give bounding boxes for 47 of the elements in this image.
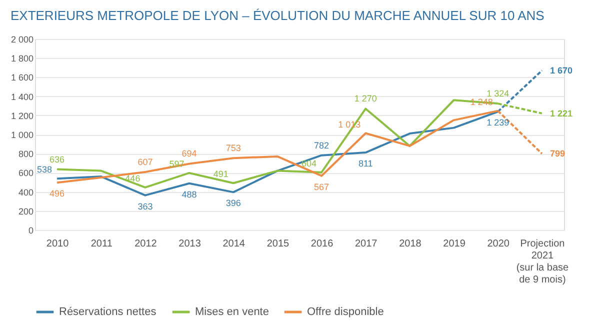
x-tick-label: 2017 bbox=[355, 238, 378, 250]
x-tick-label: 2014 bbox=[222, 238, 246, 250]
y-tick-label: 2 000 bbox=[10, 34, 34, 44]
y-tick-label: 0 bbox=[28, 226, 34, 236]
data-label: 396 bbox=[226, 198, 241, 208]
data-label: 753 bbox=[226, 143, 241, 154]
data-label: 363 bbox=[138, 201, 153, 212]
legend-label: Réservations nettes bbox=[59, 306, 157, 318]
data-label: 1 670 bbox=[550, 66, 572, 76]
y-tick-label: 600 bbox=[18, 168, 34, 178]
y-tick-label: 1 000 bbox=[10, 130, 34, 140]
x-tick-label: 2020 bbox=[487, 238, 510, 250]
data-label: 811 bbox=[358, 158, 373, 169]
x-tick-label: 2013 bbox=[178, 238, 202, 250]
data-label: 1 270 bbox=[354, 94, 377, 104]
data-label: 491 bbox=[213, 169, 228, 180]
data-label: 636 bbox=[50, 154, 65, 164]
data-label: 538 bbox=[37, 164, 52, 175]
data-label: 496 bbox=[50, 188, 65, 199]
y-tick-label: 1 600 bbox=[10, 72, 34, 83]
data-label: 782 bbox=[314, 140, 330, 150]
y-tick-label: 1 800 bbox=[10, 54, 34, 64]
x-tick-label: 2015 bbox=[266, 238, 290, 250]
data-label: 567 bbox=[314, 182, 330, 192]
data-label: 607 bbox=[138, 157, 153, 168]
data-label: 488 bbox=[182, 189, 197, 200]
x-tick-label: 2016 bbox=[310, 238, 334, 250]
data-label: 604 bbox=[302, 158, 317, 168]
y-tick-label: 400 bbox=[18, 187, 34, 198]
data-label: 1 324 bbox=[486, 88, 510, 99]
legend-label: Offre disponible bbox=[307, 306, 384, 318]
y-tick-label: 200 bbox=[18, 206, 34, 216]
y-tick-label: 800 bbox=[18, 149, 34, 160]
x-tick-label: 2010 bbox=[46, 238, 70, 250]
x-tick-label: 2012 bbox=[134, 238, 158, 250]
data-label: 799 bbox=[550, 148, 565, 159]
x-tick-label: 2019 bbox=[443, 238, 466, 250]
x-tick-label: 2018 bbox=[399, 238, 422, 250]
x-tick-label: 2011 bbox=[90, 238, 113, 250]
data-label: 1 221 bbox=[550, 108, 572, 118]
y-tick-label: 1 400 bbox=[10, 92, 34, 102]
data-label: 1 239 bbox=[486, 118, 510, 128]
y-tick-label: 1 200 bbox=[10, 110, 34, 121]
legend-label: Mises en vente bbox=[195, 306, 269, 318]
x-tick-label: Projection 2021 (sur la base de 9 mois) bbox=[516, 238, 570, 286]
data-label: 694 bbox=[182, 148, 197, 159]
chart-title: EXTERIEURS METROPOLE DE LYON – ÉVOLUTION DU MARCHE ANNUEL SUR 10 ANS bbox=[10, 8, 545, 23]
